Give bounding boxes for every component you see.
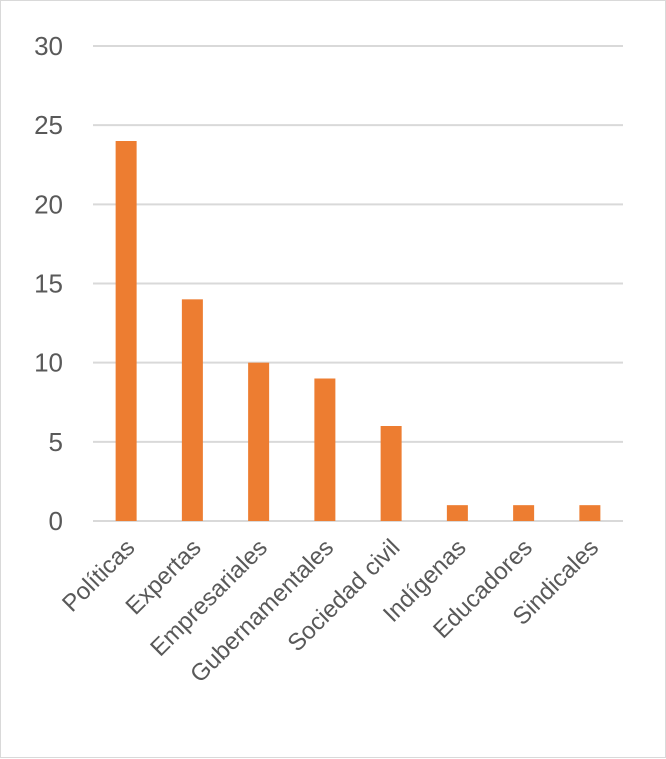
bar (380, 426, 402, 521)
bar (181, 299, 203, 521)
x-axis-category-labels: PolíticasExpertasEmpresarialesGubernamen… (57, 534, 604, 688)
y-axis-tick-labels: 0 5 10 15 20 25 30 (34, 31, 63, 536)
x-category-label: Empresariales (145, 534, 273, 662)
bar (446, 505, 468, 521)
bar (579, 505, 601, 521)
y-tick-label: 10 (34, 348, 63, 378)
y-tick-label: 5 (49, 427, 63, 457)
bar (115, 141, 137, 521)
y-tick-label: 15 (34, 269, 63, 299)
y-tick-label: 30 (34, 31, 63, 61)
y-tick-label: 0 (49, 506, 63, 536)
bar (248, 362, 270, 521)
gridlines (93, 45, 623, 522)
bar (314, 378, 336, 521)
bar (513, 505, 535, 521)
bars (115, 141, 601, 521)
y-tick-label: 25 (34, 110, 63, 140)
y-tick-label: 20 (34, 189, 63, 219)
